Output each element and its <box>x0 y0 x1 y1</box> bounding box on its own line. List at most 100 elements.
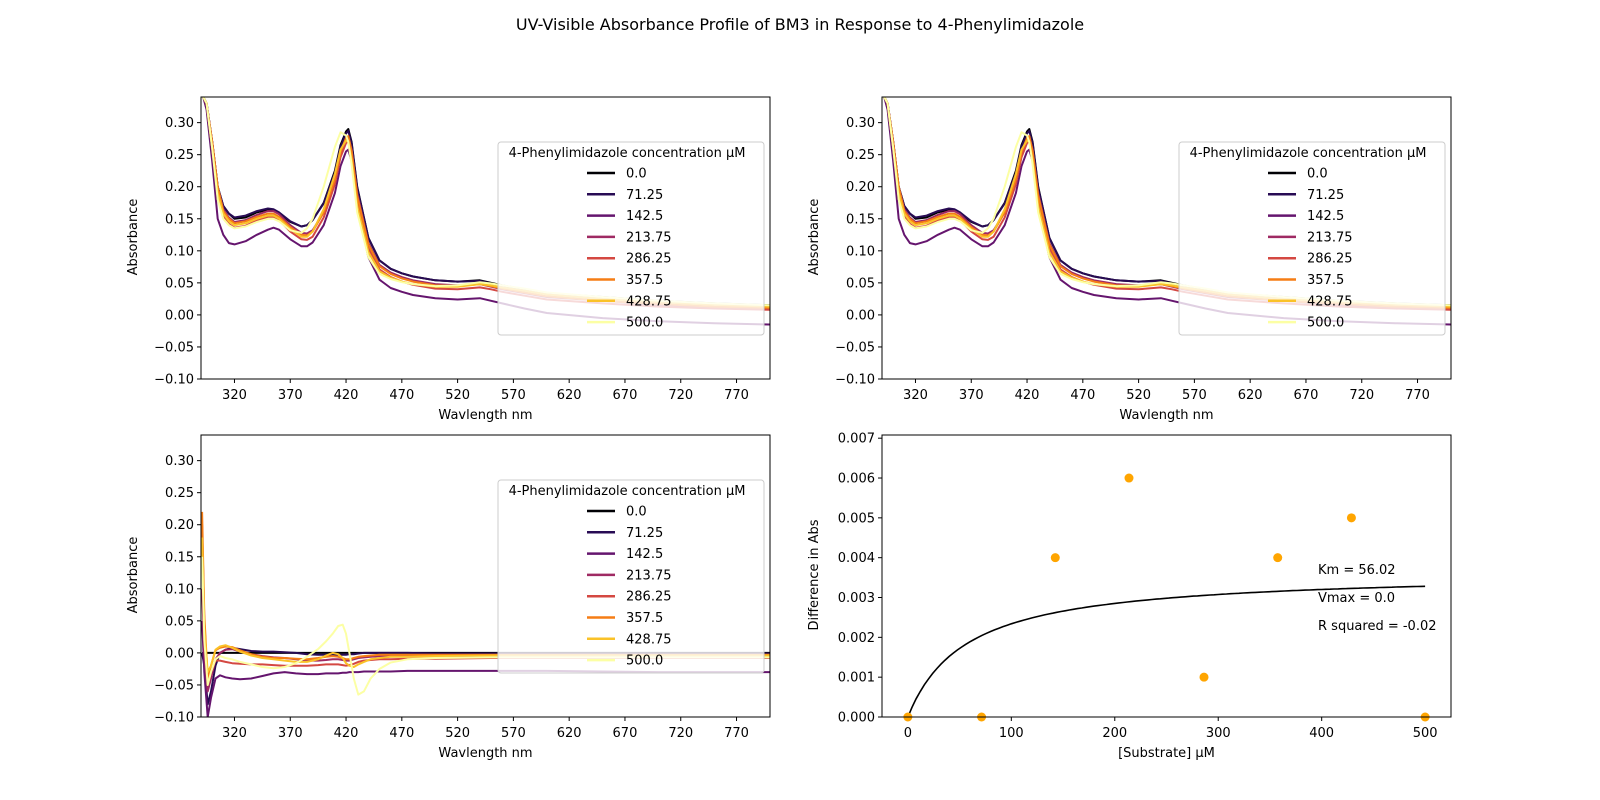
axes-frame-bottom-left <box>200 434 771 718</box>
xtick-label-top-left-0: 320 <box>222 388 247 403</box>
ytick-label-bottom-right-4: 0.004 <box>838 551 875 566</box>
ytick-label-bottom-left-0: −0.10 <box>154 711 194 726</box>
annotation-vmax: Vmax = 0.0 <box>1318 591 1395 606</box>
xtick-label-bottom-left-7: 670 <box>613 726 638 741</box>
xtick-label-bottom-right-1: 100 <box>999 726 1024 741</box>
ytick-label-top-left-6: 0.20 <box>165 180 194 195</box>
ytick-label-top-left-1: −0.05 <box>154 340 194 355</box>
legend-label-bottom-left-2: 142.5 <box>626 547 663 562</box>
xtick-label-top-left-6: 620 <box>557 388 582 403</box>
ylabel-top-right: Absorbance <box>807 199 822 276</box>
figure-title: UV-Visible Absorbance Profile of BM3 in … <box>516 15 1084 34</box>
panel-bottom-right: Difference in Abs [Substrate] µM Km = 56… <box>807 432 1452 761</box>
xtick-label-bottom-right-2: 200 <box>1102 726 1127 741</box>
ytick-label-top-left-3: 0.05 <box>165 276 194 291</box>
legend-label-bottom-left-1: 71.25 <box>626 526 663 541</box>
ytick-label-top-left-0: −0.10 <box>154 373 194 388</box>
scatter-point-5 <box>1273 553 1283 563</box>
legend-label-top-right-2: 142.5 <box>1307 209 1344 224</box>
xtick-label-top-left-4: 520 <box>445 388 470 403</box>
xtick-label-top-right-1: 370 <box>959 388 984 403</box>
xtick-label-top-right-5: 570 <box>1182 388 1207 403</box>
legend-label-bottom-left-3: 213.75 <box>626 568 672 583</box>
xlabel-bottom-left: Wavlength nm <box>438 746 532 761</box>
xtick-label-bottom-left-8: 720 <box>668 726 693 741</box>
ytick-label-bottom-left-8: 0.30 <box>165 454 194 469</box>
legend-title-top-right: 4-Phenylimidazole concentration µM <box>1190 146 1427 161</box>
ylabel-bottom-left: Absorbance <box>126 537 141 614</box>
xtick-label-top-left-2: 420 <box>334 388 359 403</box>
xtick-label-top-right-6: 620 <box>1238 388 1263 403</box>
legend-title-top-left: 4-Phenylimidazole concentration µM <box>509 146 746 161</box>
ytick-label-bottom-left-5: 0.15 <box>165 550 194 565</box>
ytick-label-top-left-7: 0.25 <box>165 148 194 163</box>
xtick-label-top-right-9: 770 <box>1405 388 1430 403</box>
ytick-label-top-right-7: 0.25 <box>846 148 875 163</box>
fit-curve <box>907 585 1426 718</box>
series-line-bottom-left-6 <box>201 537 770 674</box>
series-line-bottom-left-5 <box>201 511 770 680</box>
ytick-label-top-left-4: 0.10 <box>165 244 194 259</box>
ytick-label-bottom-left-4: 0.10 <box>165 582 194 597</box>
xtick-label-bottom-right-3: 300 <box>1206 726 1231 741</box>
scatter-point-6 <box>1346 513 1356 523</box>
ytick-label-top-right-1: −0.05 <box>835 340 875 355</box>
panel-top-left: Absorbance Wavlength nm −0.10 −0.05 0.00 0.… <box>126 96 771 423</box>
ytick-label-bottom-left-7: 0.25 <box>165 486 194 501</box>
xtick-label-top-right-7: 670 <box>1294 388 1319 403</box>
ylabel-top-left: Absorbance <box>126 199 141 276</box>
legend-box-top-left <box>497 141 765 336</box>
xtick-label-top-right-4: 520 <box>1126 388 1151 403</box>
annotation-r-squared: R squared = -0.02 <box>1318 619 1437 634</box>
xtick-label-bottom-left-2: 420 <box>334 726 359 741</box>
legend-label-bottom-left-6: 428.75 <box>626 632 672 647</box>
xtick-label-bottom-left-4: 520 <box>445 726 470 741</box>
series-line-bottom-left-2 <box>201 620 770 717</box>
legend-label-bottom-left-5: 357.5 <box>626 611 663 626</box>
axes-frame-bottom-right <box>881 434 1452 718</box>
legend-label-top-left-1: 71.25 <box>626 188 663 203</box>
ytick-label-bottom-right-1: 0.001 <box>838 671 875 686</box>
axes-frame-top-right <box>881 96 1452 380</box>
xlabel-top-left: Wavlength nm <box>438 408 532 423</box>
ytick-label-bottom-left-3: 0.05 <box>165 614 194 629</box>
scatter-point-3 <box>1124 473 1134 483</box>
legend-label-top-right-0: 0.0 <box>1307 167 1328 182</box>
legend-label-top-right-6: 428.75 <box>1307 294 1353 309</box>
xtick-label-bottom-right-5: 500 <box>1413 726 1438 741</box>
ytick-label-top-right-5: 0.15 <box>846 212 875 227</box>
ytick-label-bottom-left-1: −0.05 <box>154 678 194 693</box>
xlabel-bottom-right: [Substrate] µM <box>1118 746 1215 761</box>
ytick-label-bottom-right-6: 0.006 <box>838 472 875 487</box>
xtick-label-top-left-8: 720 <box>668 388 693 403</box>
ytick-label-top-right-6: 0.20 <box>846 180 875 195</box>
panel-top-right: Absorbance Wavlength nm −0.10 −0.05 0.00 0.… <box>807 96 1452 423</box>
ytick-label-bottom-left-6: 0.20 <box>165 518 194 533</box>
xtick-label-bottom-left-9: 770 <box>724 726 749 741</box>
scatter-point-4 <box>1199 672 1209 682</box>
ytick-label-top-right-0: −0.10 <box>835 373 875 388</box>
ytick-label-top-right-4: 0.10 <box>846 244 875 259</box>
xtick-label-bottom-left-5: 570 <box>501 726 526 741</box>
legend-label-top-left-4: 286.25 <box>626 252 672 267</box>
ytick-label-top-right-8: 0.30 <box>846 116 875 131</box>
series-line-bottom-left-7 <box>201 556 770 696</box>
ytick-label-top-right-2: 0.00 <box>846 308 875 323</box>
legend-box-bottom-left <box>497 479 765 674</box>
legend-label-top-left-5: 357.5 <box>626 273 663 288</box>
ytick-label-bottom-right-7: 0.007 <box>838 432 875 447</box>
legend-label-top-left-0: 0.0 <box>626 167 647 182</box>
panel-bottom-left: Absorbance Wavlength nm −0.10 −0.05 0.00 0.… <box>126 434 771 761</box>
legend-title-bottom-left: 4-Phenylimidazole concentration µM <box>509 484 746 499</box>
xtick-label-bottom-left-1: 370 <box>278 726 303 741</box>
ytick-label-bottom-right-5: 0.005 <box>838 511 875 526</box>
ytick-label-top-right-3: 0.05 <box>846 276 875 291</box>
xtick-label-top-left-1: 370 <box>278 388 303 403</box>
legend-label-bottom-left-0: 0.0 <box>626 505 647 520</box>
legend-label-top-right-3: 213.75 <box>1307 230 1353 245</box>
ytick-label-bottom-left-2: 0.00 <box>165 646 194 661</box>
scatter-point-2 <box>1050 553 1060 563</box>
xtick-label-bottom-right-4: 400 <box>1309 726 1334 741</box>
xtick-label-top-left-9: 770 <box>724 388 749 403</box>
xtick-label-top-right-8: 720 <box>1349 388 1374 403</box>
